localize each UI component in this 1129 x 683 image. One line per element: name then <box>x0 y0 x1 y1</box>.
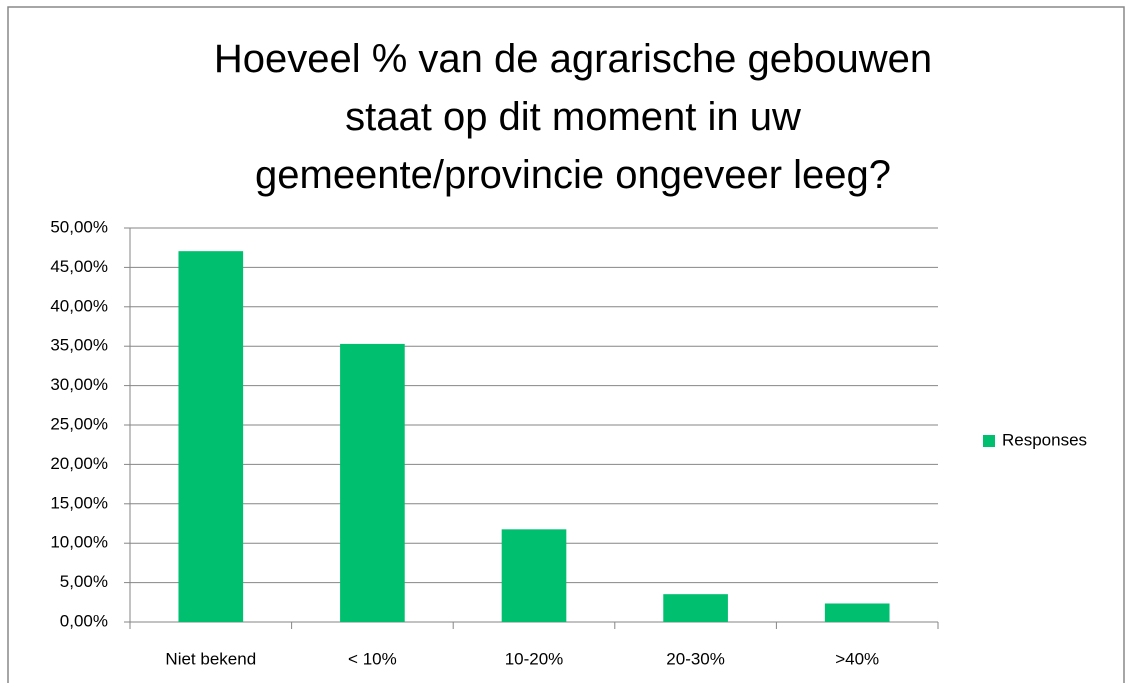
y-tick-label: 25,00% <box>50 414 108 433</box>
y-tick-label: 20,00% <box>50 454 108 473</box>
y-tick-label: 0,00% <box>60 611 108 630</box>
legend-swatch <box>983 435 995 447</box>
y-tick-label: 30,00% <box>50 375 108 394</box>
y-tick-label: 40,00% <box>50 296 108 315</box>
y-tick-label: 50,00% <box>50 217 108 236</box>
y-tick-label: 35,00% <box>50 336 108 355</box>
bar <box>501 529 567 622</box>
x-tick-label: >40% <box>835 649 879 668</box>
y-tick-label: 5,00% <box>60 572 108 591</box>
chart-title: Hoeveel % van de agrarische gebouwen sta… <box>213 37 933 197</box>
legend-label: Responses <box>1002 430 1087 449</box>
bar <box>663 594 728 622</box>
x-tick-label: Niet bekend <box>165 649 256 668</box>
bar <box>340 343 405 622</box>
y-tick-label: 10,00% <box>50 533 108 552</box>
x-tick-label: < 10% <box>348 649 397 668</box>
chart-frame <box>7 6 1125 683</box>
bar <box>824 603 890 622</box>
x-tick-label: 10-20% <box>505 649 564 668</box>
y-tick-label: 15,00% <box>50 493 108 512</box>
x-tick-label: 20-30% <box>666 649 725 668</box>
bar <box>178 251 244 622</box>
y-tick-label: 45,00% <box>50 257 108 276</box>
